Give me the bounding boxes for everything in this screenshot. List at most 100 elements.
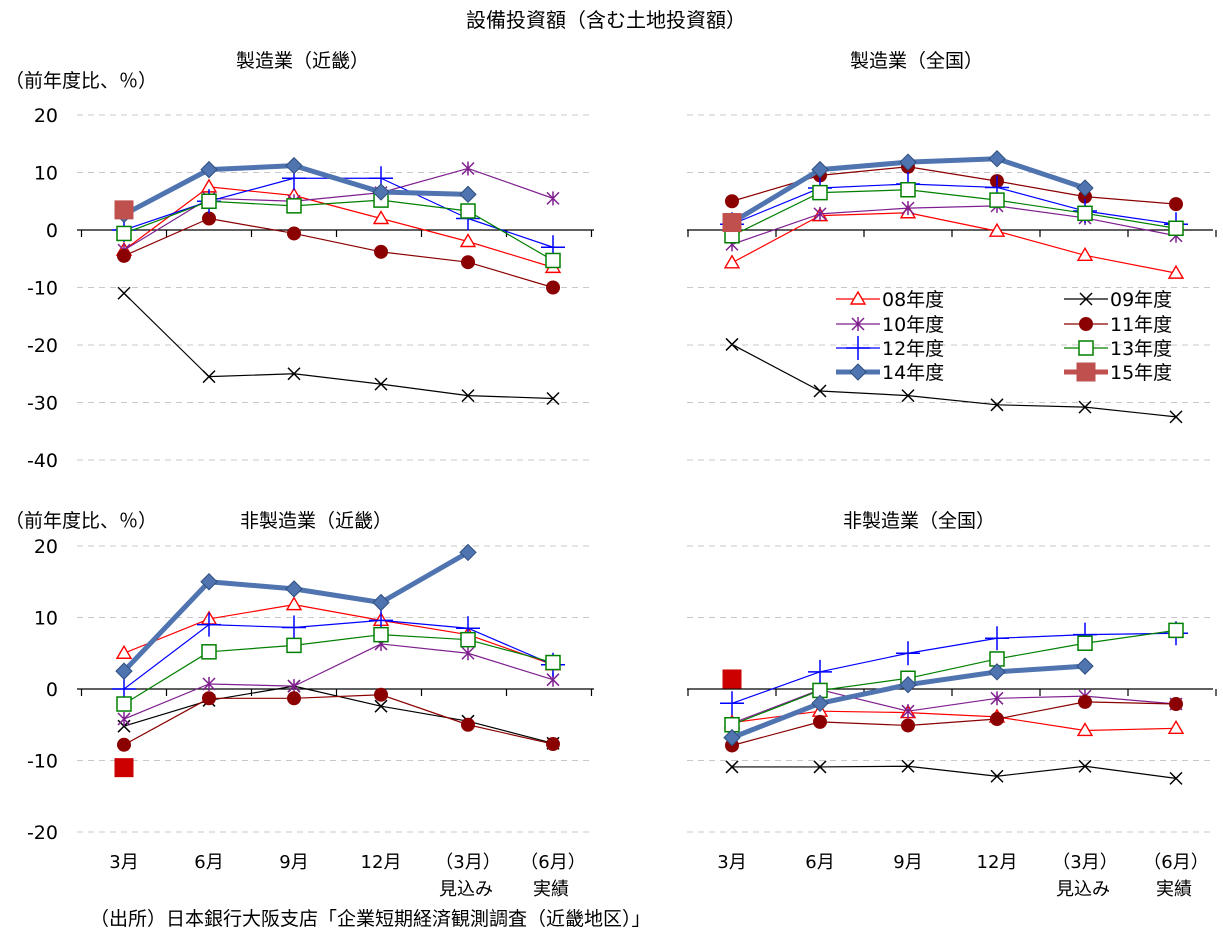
x-tick-sublabel: 見込み bbox=[439, 879, 493, 900]
data-point bbox=[990, 712, 1004, 727]
series-line bbox=[123, 619, 554, 690]
data-point bbox=[282, 615, 306, 640]
x-tick-sublabel: 実績 bbox=[533, 879, 569, 900]
y-tick-label: 0 bbox=[46, 220, 58, 242]
legend-swatch-marker bbox=[851, 317, 865, 331]
data-point bbox=[990, 398, 1004, 412]
data-point bbox=[725, 760, 739, 774]
series-15年度 bbox=[722, 213, 742, 233]
panel-title-mfg-national: 製造業（全国） bbox=[850, 50, 984, 72]
x-tick-label: 9月 bbox=[279, 852, 308, 873]
data-point bbox=[1168, 220, 1184, 237]
data-point bbox=[374, 377, 388, 391]
legend-swatch-marker bbox=[1079, 292, 1093, 306]
data-point bbox=[1078, 400, 1092, 414]
legend-label: 12年度 bbox=[882, 338, 944, 360]
series-11年度 bbox=[117, 687, 560, 752]
data-point bbox=[990, 691, 1004, 706]
data-point bbox=[460, 203, 476, 219]
data-point bbox=[1077, 205, 1093, 222]
data-point bbox=[202, 370, 216, 384]
data-point bbox=[374, 687, 388, 702]
legend-item: 11年度 bbox=[1064, 314, 1172, 336]
x-tick-label: 3月 bbox=[109, 852, 138, 873]
data-point bbox=[372, 210, 390, 225]
series-11年度 bbox=[725, 694, 1183, 753]
x-tick-label: 12月 bbox=[361, 852, 402, 873]
x-tick-label: （6月） bbox=[520, 852, 585, 873]
series-line bbox=[123, 186, 554, 268]
data-point bbox=[720, 691, 744, 716]
data-point bbox=[900, 182, 916, 198]
series-line bbox=[732, 765, 1177, 779]
data-point bbox=[901, 704, 915, 719]
x-tick-label: （3月） bbox=[1052, 852, 1117, 873]
data-point bbox=[808, 659, 832, 684]
data-point bbox=[901, 389, 915, 403]
data-point bbox=[722, 669, 742, 689]
data-point bbox=[725, 337, 739, 351]
y-tick-label: -40 bbox=[27, 450, 58, 472]
series-08年度 bbox=[723, 702, 1185, 737]
data-point bbox=[813, 714, 827, 729]
data-point bbox=[901, 759, 915, 773]
series-09年度 bbox=[725, 337, 1183, 424]
series-line bbox=[731, 710, 1177, 732]
legend-label: 13年度 bbox=[1110, 338, 1172, 360]
data-point bbox=[459, 543, 477, 562]
data-point bbox=[114, 758, 134, 778]
series-08年度 bbox=[723, 204, 1185, 279]
panel-mfg-kinki: 20 10 0 -10 -20 -30 -40 bbox=[27, 105, 594, 472]
data-point bbox=[722, 213, 742, 233]
series-12年度 bbox=[720, 172, 1188, 237]
data-point bbox=[200, 573, 218, 591]
series-09年度 bbox=[117, 286, 560, 406]
data-point bbox=[1076, 246, 1094, 261]
series-line bbox=[731, 183, 1177, 225]
x-tick-label: 9月 bbox=[893, 852, 922, 873]
y-tick-label: -20 bbox=[27, 335, 58, 357]
data-point bbox=[1169, 771, 1183, 785]
legend-swatch-marker bbox=[1079, 317, 1093, 331]
data-point bbox=[202, 691, 216, 706]
series-15年度 bbox=[114, 758, 134, 778]
data-point bbox=[117, 737, 131, 752]
panel-mfg-national: 08年度 09年度 10年度 11年度 12年度 13年度 14年度 15年度 bbox=[687, 114, 1217, 461]
data-point bbox=[546, 191, 560, 206]
data-point bbox=[285, 596, 303, 611]
data-point bbox=[202, 676, 216, 691]
y-tick-label: -10 bbox=[27, 278, 58, 300]
series-14年度 bbox=[723, 657, 1094, 747]
legend-swatch-marker bbox=[846, 336, 870, 360]
data-point bbox=[287, 691, 301, 706]
y-unit-label-top: （前年度比、％） bbox=[5, 70, 158, 92]
y-tick-label: 20 bbox=[34, 536, 58, 558]
data-point bbox=[114, 200, 134, 220]
legend-swatch-marker bbox=[849, 290, 867, 305]
data-point bbox=[287, 367, 301, 381]
data-point bbox=[285, 156, 303, 175]
data-point bbox=[285, 580, 303, 598]
series-line bbox=[731, 689, 1177, 724]
data-point bbox=[1169, 697, 1183, 712]
data-point bbox=[287, 679, 301, 694]
legend-swatch-marker bbox=[849, 363, 867, 381]
data-point bbox=[1078, 759, 1092, 773]
data-point bbox=[545, 654, 561, 671]
data-point bbox=[117, 712, 131, 727]
data-point bbox=[723, 728, 741, 747]
data-point bbox=[116, 696, 132, 712]
legend-item: 10年度 bbox=[836, 314, 944, 336]
series-line bbox=[123, 694, 554, 746]
data-point bbox=[1167, 719, 1185, 735]
x-tick-label: 6月 bbox=[194, 852, 223, 873]
y-unit-label-bottom: （前年度比、％） bbox=[5, 510, 158, 532]
data-point bbox=[461, 161, 475, 176]
data-point bbox=[813, 384, 827, 398]
data-point bbox=[197, 612, 221, 637]
y-tick-label: 10 bbox=[34, 608, 58, 630]
y-tick-label: -30 bbox=[27, 393, 58, 415]
data-point bbox=[988, 149, 1006, 168]
panel-title-nonmfg-national: 非製造業（全国） bbox=[843, 510, 996, 532]
